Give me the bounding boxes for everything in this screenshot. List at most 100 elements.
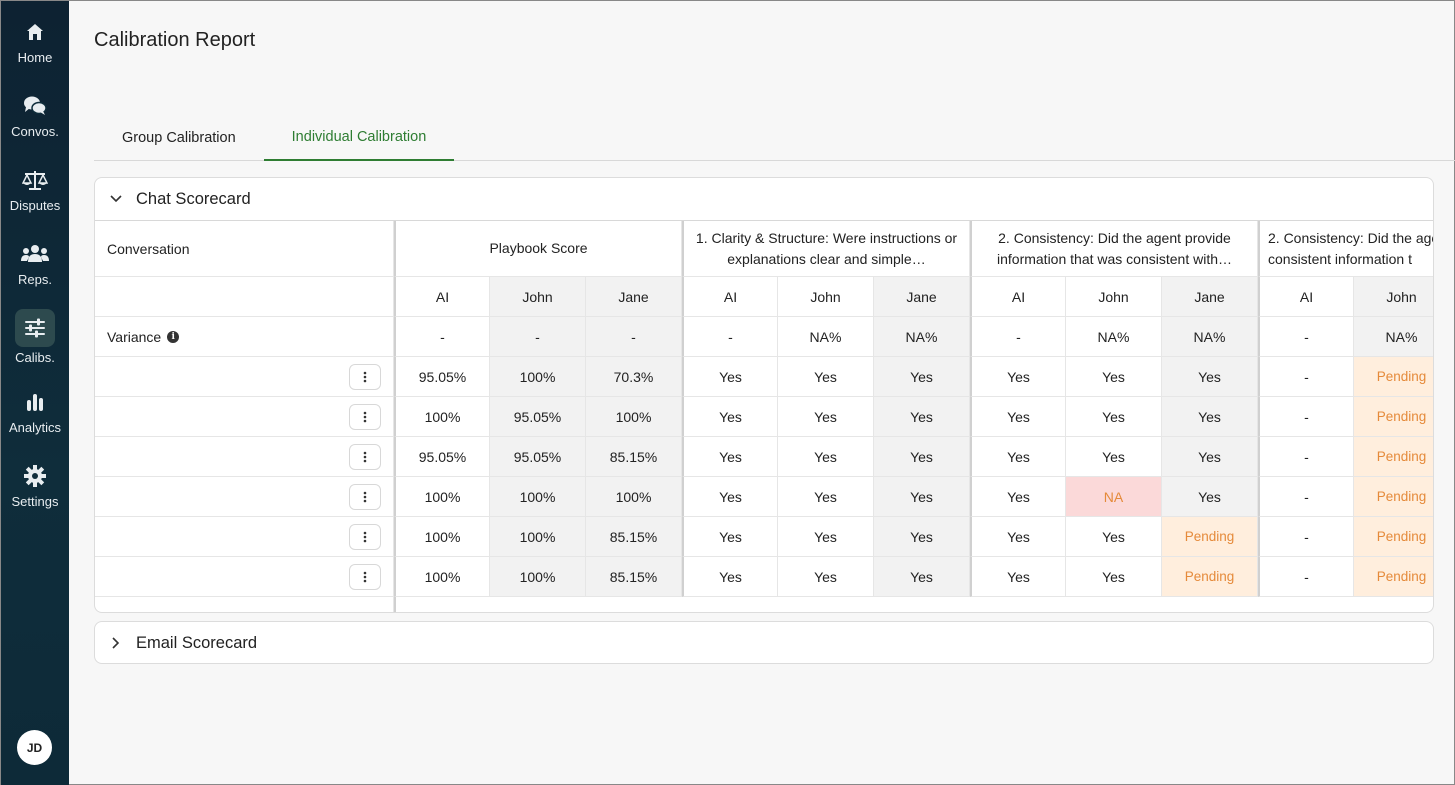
bar-chart-icon — [15, 387, 55, 417]
card-title: Email Scorecard — [136, 633, 258, 652]
column-group-header[interactable]: Playbook Score — [394, 221, 682, 277]
table-row-conversation — [95, 357, 394, 397]
column-subheader-john: John — [778, 277, 874, 317]
table-cell: 100% — [490, 477, 586, 517]
sidebar-item-label: Home — [17, 50, 53, 65]
table-cell: Yes — [682, 397, 778, 437]
sidebar-item-home[interactable]: Home — [1, 1, 69, 75]
chat-scorecard-header[interactable]: Chat Scorecard — [95, 178, 1433, 220]
table-cell: 70.3% — [586, 357, 682, 397]
sidebar-item-label: Settings — [11, 494, 59, 509]
table-cell: Yes — [778, 557, 874, 597]
table-cell: Yes — [874, 397, 970, 437]
chevron-down-icon — [109, 192, 123, 206]
table-cell: Pending — [1162, 517, 1258, 557]
more-vertical-icon — [363, 371, 367, 383]
column-group-header[interactable]: 1. Clarity & Structure: Were instruction… — [682, 221, 970, 277]
row-menu-button[interactable] — [349, 564, 381, 590]
table-cell: Pending — [1162, 557, 1258, 597]
table-cell: Yes — [682, 357, 778, 397]
row-menu-button[interactable] — [349, 484, 381, 510]
table-cell: Yes — [1066, 517, 1162, 557]
variance-row-label: Variance i — [95, 317, 394, 357]
column-subheader-ai: AI — [394, 277, 490, 317]
tab-group-calibration[interactable]: Group Calibration — [122, 129, 236, 146]
column-subheader-ai: AI — [1258, 277, 1354, 317]
user-avatar[interactable]: JD — [17, 730, 52, 765]
column-subheader-john: John — [1066, 277, 1162, 317]
table-cell: Yes — [1066, 557, 1162, 597]
sidebar-nav: Home Convos. Disputes Reps. Calibs. Anal… — [1, 1, 69, 785]
table-cell: Yes — [1066, 357, 1162, 397]
table-cell: Pending — [1354, 397, 1433, 437]
sidebar-item-disputes[interactable]: Disputes — [1, 149, 69, 223]
sidebar-item-settings[interactable]: Settings — [1, 445, 69, 519]
variance-cell: NA% — [874, 317, 970, 357]
variance-cell: - — [682, 317, 778, 357]
table-cell: Yes — [1162, 397, 1258, 437]
sidebar-item-convos[interactable]: Convos. — [1, 75, 69, 149]
table-cell: 95.05% — [490, 397, 586, 437]
sidebar-item-calibs[interactable]: Calibs. — [1, 297, 69, 371]
table-row-conversation — [95, 437, 394, 477]
variance-cell: - — [394, 317, 490, 357]
sidebar-item-label: Analytics — [8, 420, 62, 435]
column-group-label: Playbook Score — [489, 240, 588, 256]
row-menu-button[interactable] — [349, 524, 381, 550]
table-cell: Yes — [682, 557, 778, 597]
table-cell: Yes — [970, 437, 1066, 477]
conversation-subheader-blank — [95, 277, 394, 317]
table-cell: - — [1258, 397, 1354, 437]
table-cell: Yes — [874, 517, 970, 557]
variance-cell: - — [970, 317, 1066, 357]
sidebar-item-analytics[interactable]: Analytics — [1, 371, 69, 445]
info-icon[interactable]: i — [167, 330, 180, 343]
table-cell: 100% — [490, 357, 586, 397]
more-vertical-icon — [363, 531, 367, 543]
card-title: Chat Scorecard — [136, 189, 251, 208]
table-cell: 100% — [586, 397, 682, 437]
tab-bar: Group Calibration Individual Calibration — [94, 114, 1455, 161]
table-cell: Yes — [1162, 357, 1258, 397]
table-cell: Yes — [778, 517, 874, 557]
table-cell: Yes — [970, 357, 1066, 397]
sidebar-item-label: Reps. — [18, 272, 52, 287]
column-group-label: 2. Consistency: Did the agent provide co… — [1268, 229, 1433, 267]
email-scorecard-header[interactable]: Email Scorecard — [95, 622, 1433, 663]
more-vertical-icon — [363, 491, 367, 503]
column-group-header[interactable]: 2. Consistency: Did the agent provide co… — [1258, 221, 1433, 277]
sidebar-item-reps[interactable]: Reps. — [1, 223, 69, 297]
table-cell: Yes — [682, 517, 778, 557]
table-cell: 100% — [586, 477, 682, 517]
variance-cell: NA% — [1066, 317, 1162, 357]
variance-cell: NA% — [778, 317, 874, 357]
row-menu-button[interactable] — [349, 404, 381, 430]
column-subheader-ai: AI — [682, 277, 778, 317]
conversation-column-header: Conversation — [95, 221, 394, 277]
row-menu-button[interactable] — [349, 364, 381, 390]
table-cell: - — [1258, 437, 1354, 477]
table-cell: 100% — [394, 397, 490, 437]
table-cell: Yes — [1162, 477, 1258, 517]
table-cell: 95.05% — [490, 437, 586, 477]
table-cell: Yes — [1162, 437, 1258, 477]
variance-label: Variance — [107, 328, 162, 345]
calibration-table: Conversation Playbook Score 1. Clarity & S… — [95, 220, 1433, 612]
table-cell: NA — [1066, 477, 1162, 517]
table-cell: 100% — [490, 517, 586, 557]
table-row-conversation — [95, 517, 394, 557]
table-cell: 100% — [394, 517, 490, 557]
table-cell: Yes — [874, 477, 970, 517]
chat-bubbles-icon — [15, 91, 55, 121]
table-cell: Yes — [874, 357, 970, 397]
table-cell: 95.05% — [394, 357, 490, 397]
sidebar-item-label: Disputes — [9, 198, 61, 213]
variance-cell: NA% — [1354, 317, 1433, 357]
tab-individual-calibration[interactable]: Individual Calibration — [263, 114, 455, 161]
row-menu-button[interactable] — [349, 444, 381, 470]
horizontal-scrollbar[interactable] — [394, 597, 1433, 612]
column-group-header[interactable]: 2. Consistency: Did the agent provide in… — [970, 221, 1258, 277]
sliders-icon — [15, 309, 55, 347]
table-cell: 85.15% — [586, 557, 682, 597]
column-group-label: 1. Clarity & Structure: Were instruction… — [695, 229, 958, 267]
